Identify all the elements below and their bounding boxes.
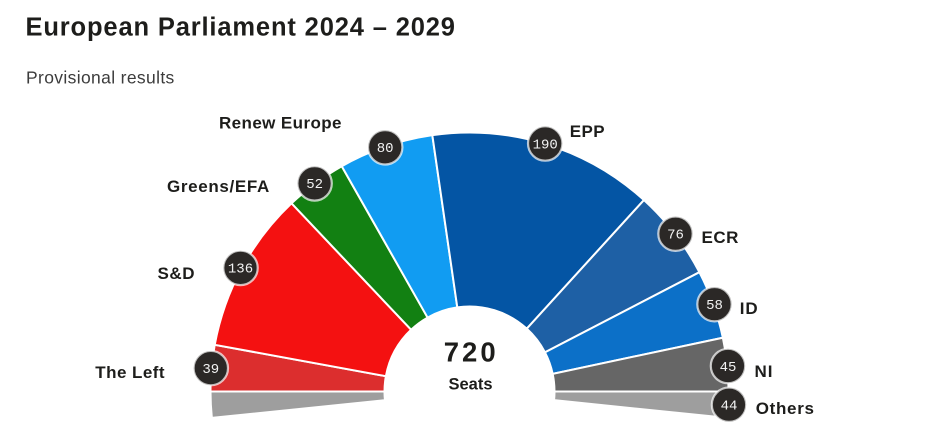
svg-text:NI: NI xyxy=(755,362,774,381)
svg-text:58: 58 xyxy=(706,298,723,314)
svg-text:Seats: Seats xyxy=(448,376,492,394)
svg-text:The Left: The Left xyxy=(95,363,165,382)
svg-text:ID: ID xyxy=(740,299,759,318)
svg-text:Renew Europe: Renew Europe xyxy=(219,113,342,132)
svg-text:52: 52 xyxy=(306,177,323,193)
svg-text:136: 136 xyxy=(228,262,253,278)
svg-text:39: 39 xyxy=(202,362,219,378)
svg-text:S&D: S&D xyxy=(158,264,196,283)
svg-text:Provisional results: Provisional results xyxy=(26,68,175,88)
svg-text:ECR: ECR xyxy=(702,228,739,247)
svg-text:Greens/EFA: Greens/EFA xyxy=(167,177,270,196)
svg-text:European Parliament 2024 – 202: European Parliament 2024 – 2029 xyxy=(26,14,456,42)
svg-text:76: 76 xyxy=(667,228,684,244)
svg-text:44: 44 xyxy=(721,399,738,415)
svg-text:EPP: EPP xyxy=(570,122,605,141)
svg-text:190: 190 xyxy=(533,137,558,153)
svg-text:80: 80 xyxy=(377,141,394,157)
svg-text:45: 45 xyxy=(720,360,737,376)
svg-text:720: 720 xyxy=(444,337,499,368)
svg-text:Others: Others xyxy=(756,399,815,418)
